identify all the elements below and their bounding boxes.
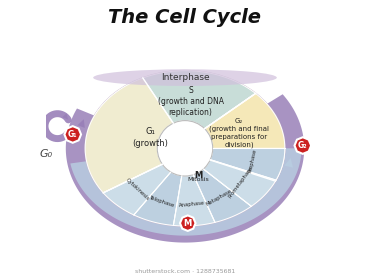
Polygon shape (103, 164, 171, 215)
Text: Prometaphase: Prometaphase (228, 165, 254, 199)
Text: G₁
(growth): G₁ (growth) (132, 127, 168, 148)
Polygon shape (64, 126, 81, 143)
Text: Metaphase: Metaphase (205, 188, 233, 207)
Circle shape (157, 121, 213, 176)
Polygon shape (205, 94, 285, 181)
Text: G₂: G₂ (298, 141, 307, 150)
Text: G₀: G₀ (40, 149, 53, 159)
Text: G₂
(growth and final
preparations for
division): G₂ (growth and final preparations for di… (209, 118, 269, 148)
Text: Cytokinesis: Cytokinesis (125, 178, 151, 202)
Text: Interphase: Interphase (161, 73, 209, 82)
Ellipse shape (85, 71, 285, 226)
Text: M: M (184, 219, 192, 228)
Polygon shape (210, 148, 285, 180)
Polygon shape (180, 215, 195, 231)
Text: Telophase: Telophase (149, 195, 176, 209)
Polygon shape (70, 148, 302, 236)
Text: G₁: G₁ (68, 130, 78, 139)
Text: Anaphase: Anaphase (178, 201, 205, 208)
Text: M: M (194, 171, 202, 180)
Polygon shape (204, 160, 276, 206)
Text: S
(growth and DNA
replication): S (growth and DNA replication) (158, 86, 223, 117)
Ellipse shape (93, 69, 277, 86)
Text: Prophase: Prophase (248, 148, 258, 172)
Polygon shape (143, 71, 256, 129)
Polygon shape (134, 172, 182, 225)
Polygon shape (174, 175, 215, 226)
Polygon shape (85, 78, 173, 193)
Text: shutterstock.com · 1288735681: shutterstock.com · 1288735681 (135, 269, 235, 274)
Polygon shape (66, 94, 304, 242)
Polygon shape (194, 169, 251, 222)
Text: The Cell Cycle: The Cell Cycle (108, 8, 262, 27)
Text: Mitosis: Mitosis (187, 178, 209, 182)
Polygon shape (295, 137, 311, 154)
